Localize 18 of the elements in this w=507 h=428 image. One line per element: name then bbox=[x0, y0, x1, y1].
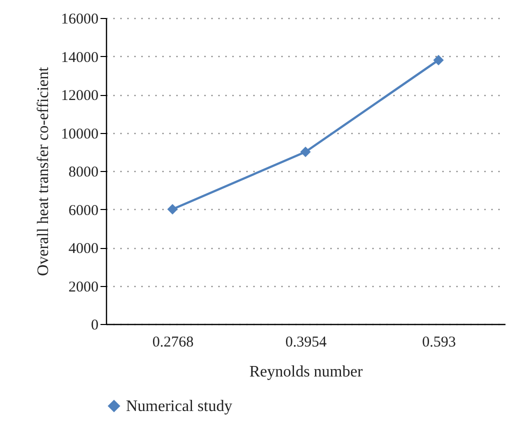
y-axis-title: Overall heat transfer co-efficient bbox=[35, 66, 52, 276]
x-tick-label: 0.3954 bbox=[285, 334, 328, 350]
y-tick-label: 16000 bbox=[61, 12, 98, 28]
legend-label: Numerical study bbox=[126, 398, 232, 415]
y-tick-label: 6000 bbox=[68, 202, 98, 219]
y-tick-label: 8000 bbox=[68, 164, 98, 180]
x-axis-title: Reynolds number bbox=[249, 364, 364, 380]
y-tick-label: 10000 bbox=[61, 126, 98, 142]
y-tick-label: 2000 bbox=[68, 279, 98, 296]
point bbox=[167, 204, 178, 214]
y-tick-label: 0 bbox=[91, 318, 98, 334]
x-tick-label: 0.593 bbox=[422, 334, 456, 350]
y-tick-label: 12000 bbox=[61, 88, 98, 104]
point bbox=[433, 54, 444, 66]
y-tick-label: 14000 bbox=[61, 50, 98, 66]
point bbox=[300, 146, 311, 158]
x-tick-label: 0.2768 bbox=[152, 334, 194, 350]
y-tick-label: 4000 bbox=[68, 241, 98, 257]
